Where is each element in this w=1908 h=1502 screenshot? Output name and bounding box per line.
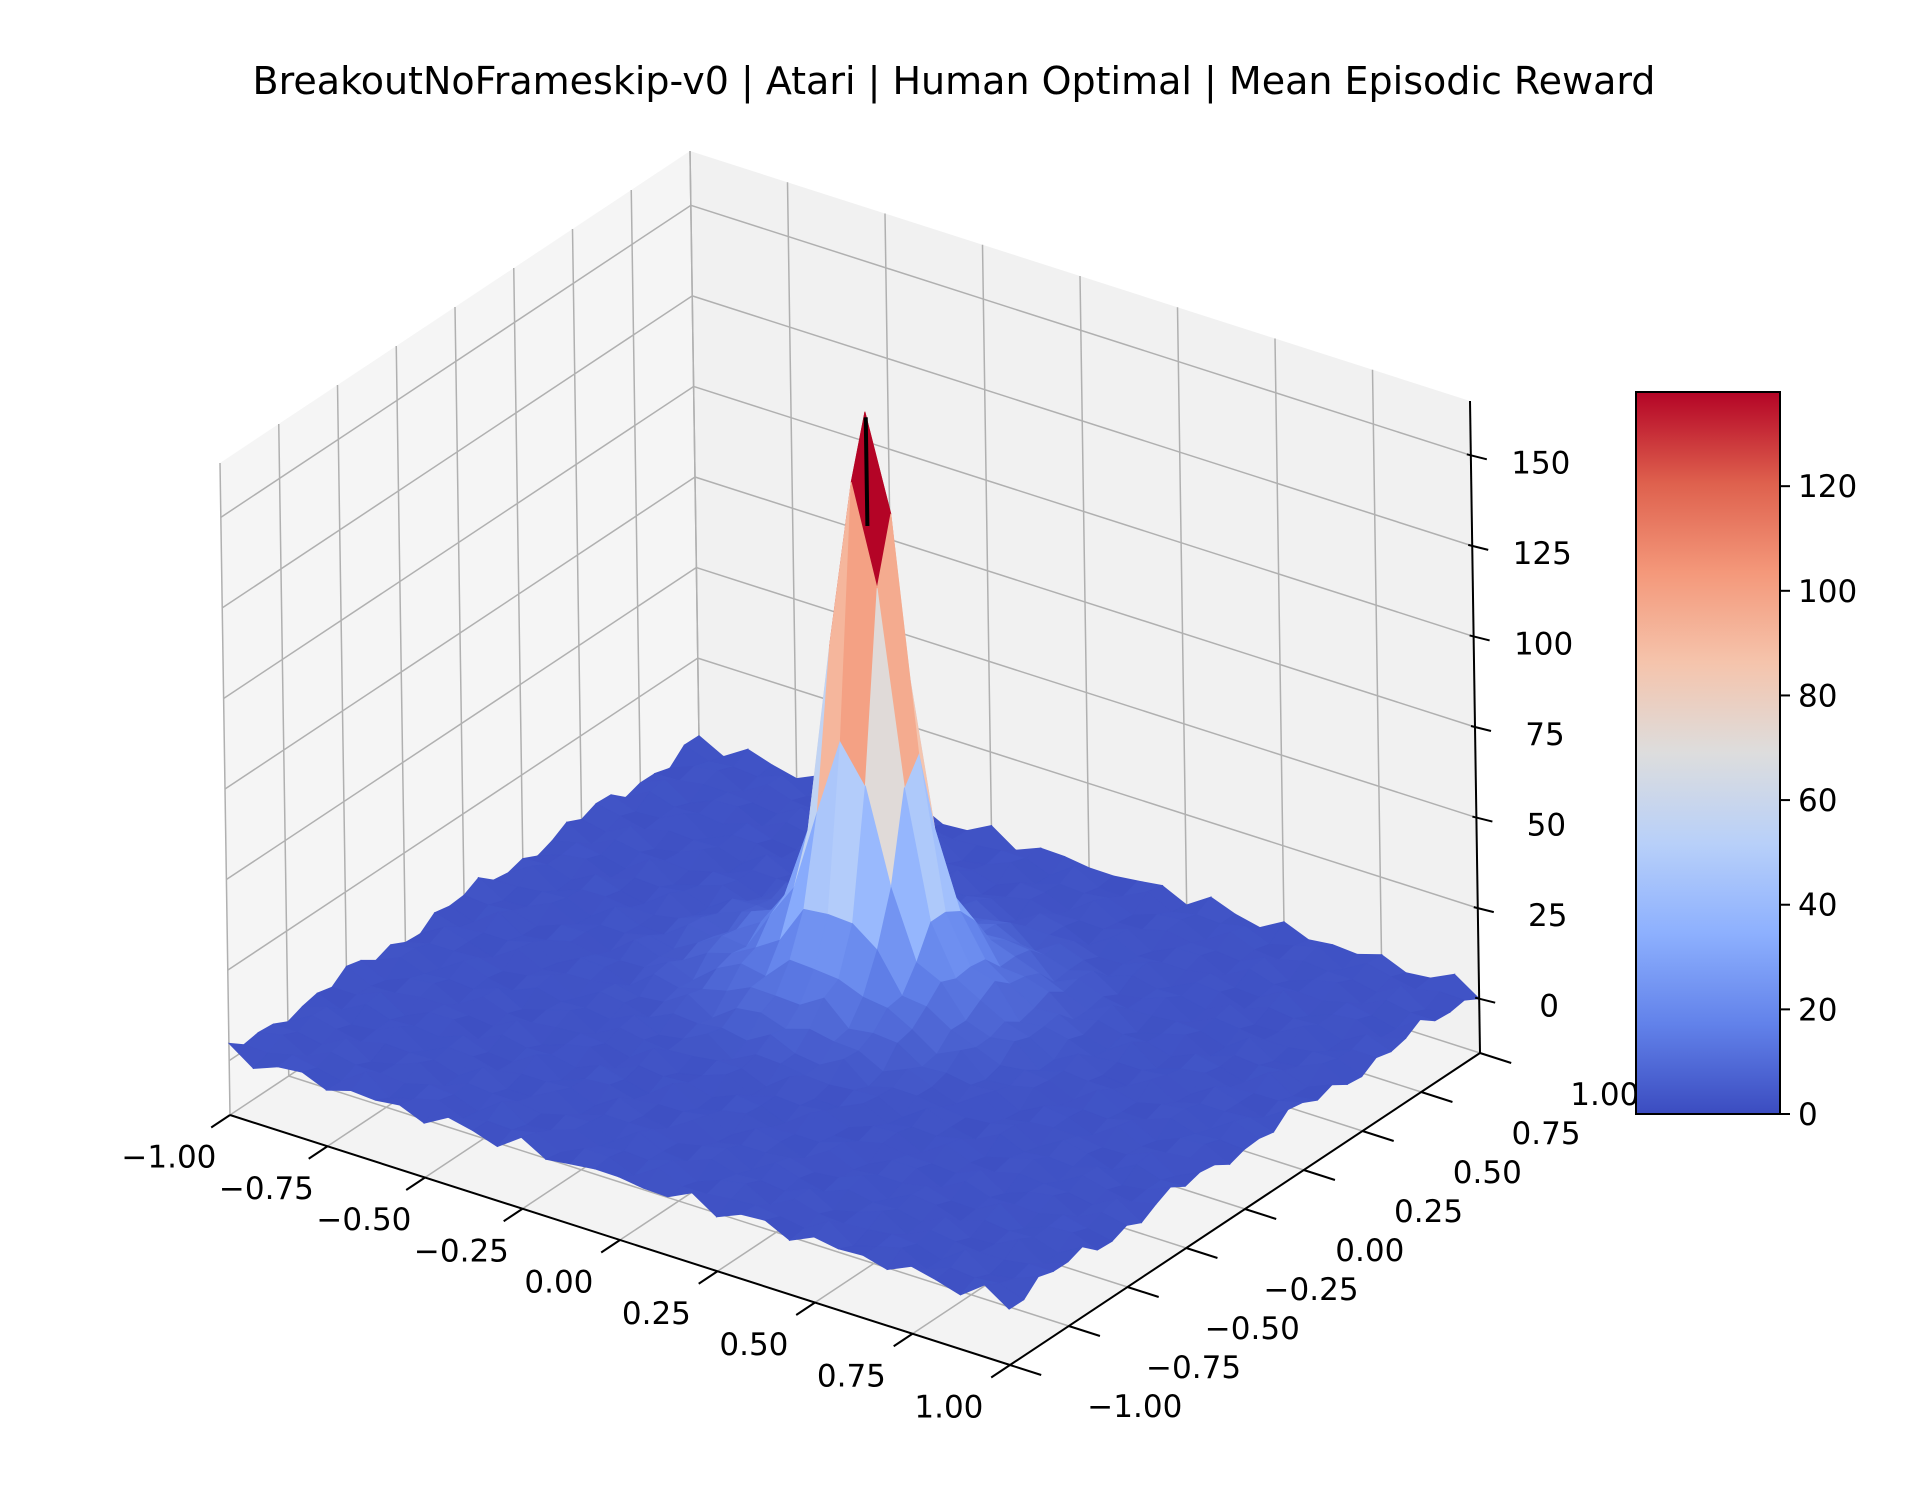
gridline-z-back — [690, 204, 1472, 457]
z-tick-label: 0 — [1539, 989, 1559, 1025]
x-tick-mark — [795, 1301, 816, 1316]
z-tick-mark — [1474, 996, 1496, 1004]
y-tick-label: 1.00 — [1570, 1077, 1639, 1113]
z-tick-label: 125 — [1513, 536, 1572, 572]
x-tick-label: 1.00 — [914, 1390, 983, 1426]
y-tick-mark — [1244, 1208, 1277, 1220]
z-tick-mark — [1473, 906, 1495, 914]
colorbar-ticks: 0 20 40 60 80 100 120 — [1780, 469, 1857, 1133]
surface-face — [983, 1282, 1025, 1310]
x-tick-label: 0.25 — [622, 1296, 691, 1332]
y-axis-ticks: −1.00−0.75−0.50−0.250.000.250.500.751.00 — [1009, 1052, 1639, 1425]
y-tick-mark — [1303, 1169, 1336, 1181]
x-tick-mark — [405, 1176, 426, 1191]
colorbar-tick-label: 0 — [1798, 1097, 1818, 1133]
y-tick-mark — [1185, 1247, 1218, 1259]
z-tick-mark — [1472, 815, 1493, 823]
optimum-marker — [863, 417, 870, 527]
x-tick-label: −0.50 — [316, 1202, 411, 1238]
colorbar-tick-label: 100 — [1798, 574, 1857, 610]
y-tick-label: 0.50 — [1453, 1155, 1522, 1191]
x-tick-mark — [990, 1364, 1011, 1379]
colorbar: 0 20 40 60 80 100 120 — [1635, 391, 1857, 1133]
optimum-marker-line — [863, 417, 870, 527]
x-tick-label: −0.75 — [219, 1171, 314, 1207]
colorbar-tick-label: 80 — [1798, 678, 1837, 714]
x-tick-label: −1.00 — [121, 1140, 216, 1176]
z-tick-mark — [1469, 634, 1490, 642]
x-tick-mark — [600, 1239, 621, 1254]
y-tick-label: −0.25 — [1264, 1272, 1359, 1308]
x-tick-mark — [893, 1332, 914, 1348]
x-tick-mark — [503, 1207, 524, 1223]
x-tick-mark — [308, 1145, 329, 1160]
y-tick-label: −1.00 — [1087, 1389, 1182, 1425]
gridline-z-back — [691, 295, 1473, 547]
x-tick-mark — [210, 1114, 231, 1129]
y-tick-mark — [1127, 1286, 1160, 1298]
z-tick-mark — [1467, 543, 1489, 551]
z-tick-mark — [1470, 725, 1492, 732]
gridline-z-back — [693, 385, 1474, 638]
y-tick-mark — [1068, 1325, 1101, 1337]
z-tick-label: 75 — [1525, 717, 1564, 753]
y-tick-mark — [1420, 1091, 1453, 1103]
colorbar-tick-label: 40 — [1798, 888, 1837, 924]
z-axis-ticks: 0 25 50 75 100 125 150 — [1466, 445, 1573, 1025]
x-axis-ticks: −1.00−0.75−0.50−0.25 0.00 0.25 0.50 0.75 1.00 — [121, 1114, 1011, 1426]
z-tick-mark — [1466, 453, 1488, 461]
x-tick-mark — [698, 1270, 719, 1285]
y-tick-mark — [1479, 1052, 1512, 1064]
y-tick-mark — [1362, 1130, 1395, 1142]
colorbar-tick-label: 20 — [1798, 992, 1837, 1028]
colorbar-gradient — [1636, 392, 1780, 1114]
gridline-z-back — [696, 566, 1477, 819]
y-tick-label: 0.25 — [1394, 1194, 1463, 1230]
y-tick-label: 0.75 — [1512, 1116, 1581, 1152]
colorbar-frame — [1635, 391, 1781, 1115]
surface-mesh — [227, 411, 1481, 1310]
x-tick-label: 0.75 — [817, 1358, 886, 1394]
y-tick-label: −0.50 — [1205, 1311, 1300, 1347]
gridline-z-left — [224, 476, 696, 790]
gridline-z-left — [225, 566, 697, 881]
x-tick-label: 0.00 — [524, 1265, 593, 1301]
y-tick-label: 0.00 — [1335, 1233, 1404, 1269]
gridline-z-left — [227, 657, 699, 971]
colorbar-tick-label: 60 — [1798, 783, 1837, 819]
y-tick-label: −0.75 — [1146, 1350, 1241, 1386]
z-tick-label: 150 — [1511, 445, 1570, 481]
gridline-z-left — [223, 385, 695, 700]
y-tick-mark — [1009, 1364, 1042, 1376]
x-tick-label: −0.25 — [414, 1233, 509, 1269]
gridline-z-back — [694, 476, 1476, 728]
gridline-z-left — [221, 295, 693, 609]
z-tick-label: 50 — [1527, 808, 1566, 844]
colorbar-tick-label: 120 — [1798, 469, 1857, 505]
chart-title: BreakoutNoFrameskip-v0 | Atari | Human O… — [253, 59, 1656, 104]
z-tick-label: 25 — [1528, 898, 1567, 934]
gridline-z-left — [220, 204, 692, 518]
x-tick-label: 0.50 — [719, 1327, 788, 1363]
z-tick-label: 100 — [1514, 626, 1573, 662]
